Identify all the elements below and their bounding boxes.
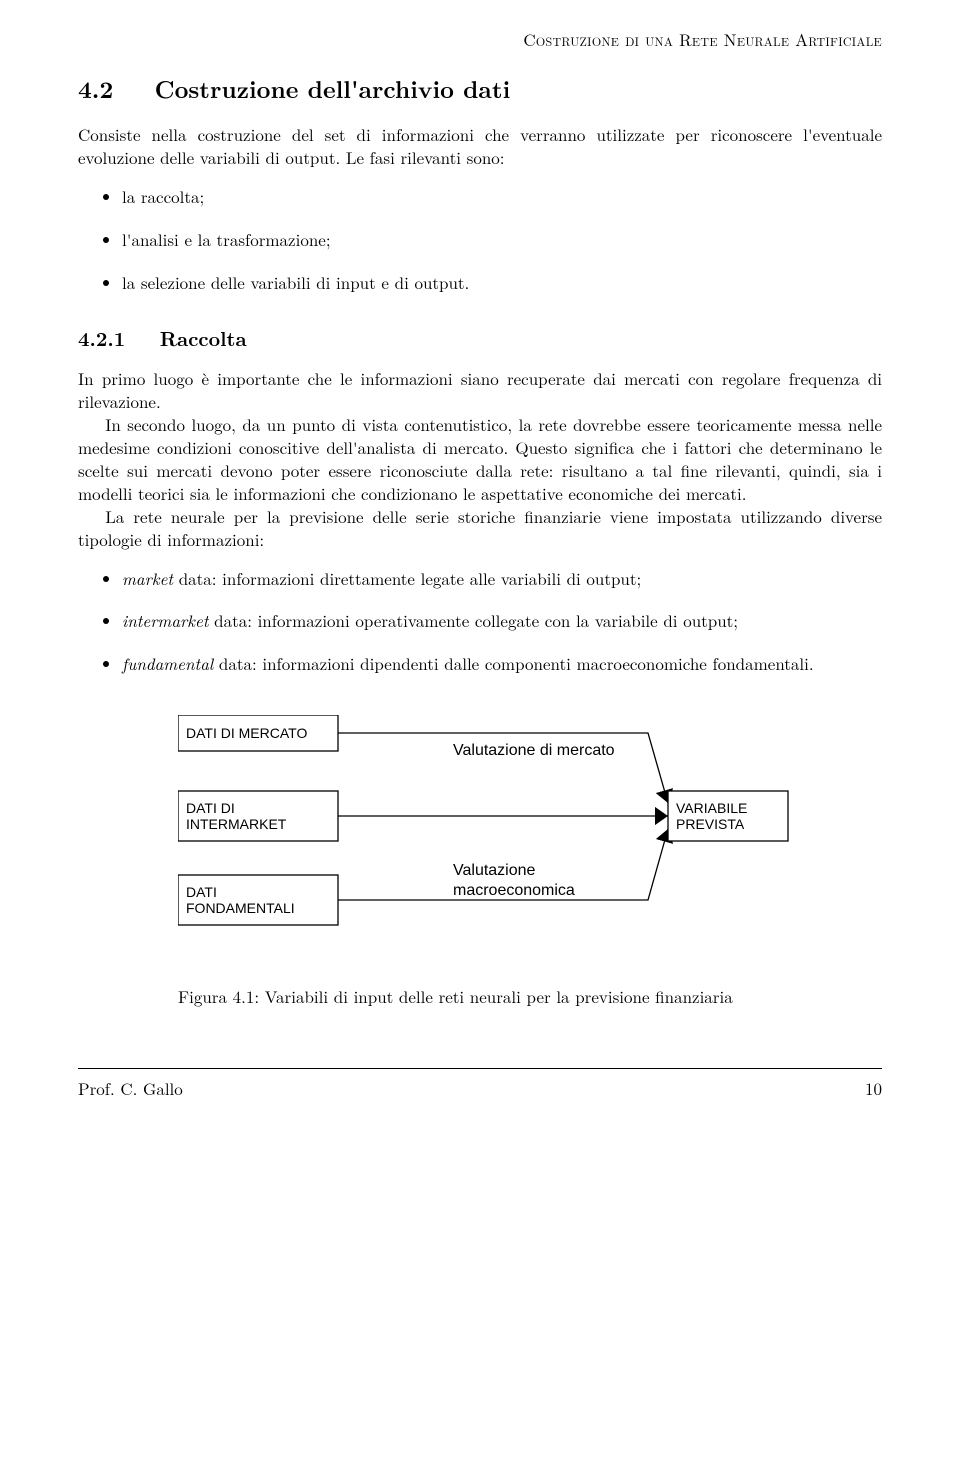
list-item-em: intermarket [122, 608, 208, 632]
svg-text:PREVISTA: PREVISTA [676, 816, 745, 832]
section-number: 4.2 [78, 72, 113, 106]
svg-text:DATI: DATI [186, 884, 217, 900]
svg-text:VARIABILE: VARIABILE [676, 800, 747, 816]
list-item: l'analisi e la trasformazione; [122, 228, 882, 251]
list-item: la raccolta; [122, 185, 882, 208]
body-paragraph: La rete neurale per la previsione delle … [78, 505, 882, 551]
figure-caption: Figura 4.1: Variabili di input delle ret… [178, 985, 882, 1008]
list-item-text: data: informazioni direttamente legate a… [173, 566, 641, 590]
figure: DATI DI MERCATO DATI DIINTERMARKET DATIFON… [178, 715, 882, 1008]
running-header: Costruzione di una Rete Neurale Artifici… [78, 28, 882, 51]
list-item: la selezione delle variabili di input e … [122, 271, 882, 294]
list-item-em: market [122, 566, 173, 590]
footer-page-number: 10 [865, 1077, 882, 1100]
svg-text:INTERMARKET: INTERMARKET [186, 816, 287, 832]
list-item: fundamental data: informazioni dipendent… [122, 652, 882, 675]
section-title: Costruzione dell'archivio dati [155, 72, 511, 106]
intro-paragraph: Consiste nella costruzione del set di in… [78, 123, 882, 169]
footer-author: Prof. C. Gallo [78, 1077, 183, 1100]
body-paragraph: In secondo luogo, da un punto di vista c… [78, 413, 882, 505]
phase-list: la raccolta; l'analisi e la trasformazio… [100, 185, 882, 294]
svg-text:FONDAMENTALI: FONDAMENTALI [186, 900, 295, 916]
svg-text:macroeconomica: macroeconomica [453, 882, 575, 899]
list-item-text: data: informazioni dipendenti dalle comp… [213, 651, 813, 675]
section-heading: 4.2 Costruzione dell'archivio dati [78, 73, 882, 105]
subsection-number: 4.2.1 [78, 323, 125, 352]
list-item: intermarket data: informazioni operativa… [122, 609, 882, 632]
flowchart-diagram: DATI DI MERCATO DATI DIINTERMARKET DATIFON… [178, 715, 798, 955]
svg-text:DATI DI MERCATO: DATI DI MERCATO [186, 725, 307, 741]
list-item-em: fundamental [122, 651, 213, 675]
list-item: market data: informazioni direttamente l… [122, 567, 882, 590]
data-type-list: market data: informazioni direttamente l… [100, 567, 882, 676]
body-paragraph: In primo luogo è importante che le infor… [78, 367, 882, 413]
subsection-title: Raccolta [160, 323, 247, 352]
subsection-heading: 4.2.1 Raccolta [78, 324, 882, 351]
list-item-text: data: informazioni operativamente colleg… [208, 608, 738, 632]
footer-rule [78, 1068, 882, 1069]
svg-text:Valutazione di mercato: Valutazione di mercato [453, 742, 615, 759]
svg-text:Valutazione: Valutazione [453, 862, 536, 879]
svg-text:DATI DI: DATI DI [186, 800, 235, 816]
